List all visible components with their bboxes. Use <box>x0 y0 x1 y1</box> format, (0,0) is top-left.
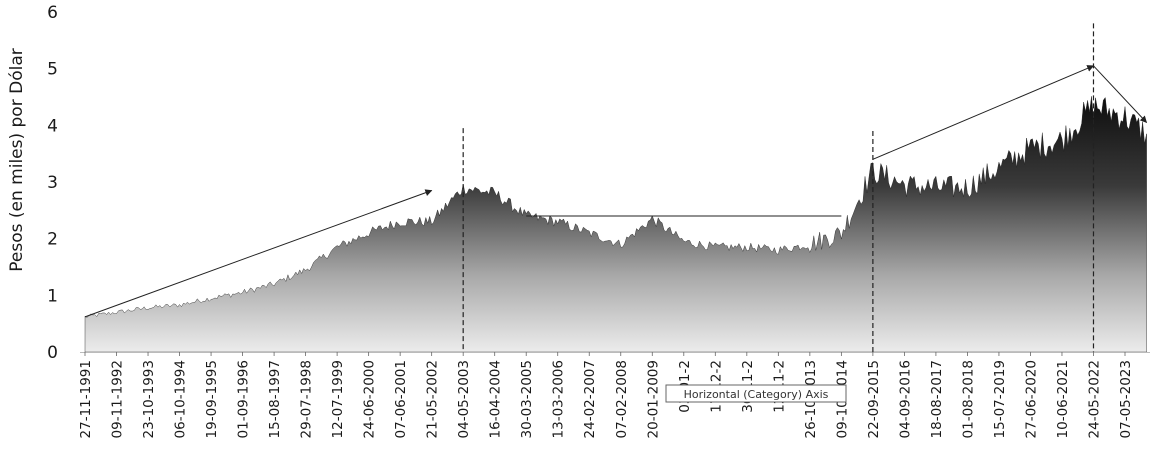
x-tick-label: 07-05-2023 <box>1118 360 1134 438</box>
x-tick-label: 24-05-2022 <box>1086 360 1102 438</box>
x-tick-label: 10-06-2021 <box>1055 360 1071 438</box>
x-tick-label: 13-03-2006 <box>551 360 567 438</box>
x-tick-label: 12-07-1999 <box>330 360 346 438</box>
axis-tooltip-box <box>665 384 847 403</box>
x-tick-label: 01-09-1996 <box>236 360 252 438</box>
x-tick-label: 27-11-1991 <box>78 360 94 438</box>
y-tick-label: 2 <box>47 230 58 250</box>
y-tick-label: 0 <box>47 343 58 363</box>
x-tick-label: 20-01-2009 <box>645 360 661 438</box>
y-tick-label: 3 <box>47 173 58 193</box>
y-tick-label: 1 <box>47 286 58 306</box>
x-tick-label: 09-11-1992 <box>110 360 126 438</box>
annotations <box>84 23 1148 352</box>
x-tick-label: 16-04-2004 <box>488 360 504 438</box>
x-tick-label: 06-10-1994 <box>173 360 189 438</box>
x-tick-label: 07-06-2001 <box>393 360 409 438</box>
x-tick-label: 21-05-2002 <box>425 360 441 438</box>
plot-area <box>80 96 1150 353</box>
x-tick-label: 01-08-2018 <box>960 360 976 438</box>
x-tick-label: 30-03-2005 <box>519 360 535 438</box>
y-tick-label: 4 <box>47 116 58 136</box>
y-axis-ticks: 0 1 2 3 4 5 6 <box>47 3 58 363</box>
trend-arrow <box>872 65 1095 160</box>
y-axis-label: Pesos (en miles) por Dólar <box>7 48 27 271</box>
x-axis-ticks: 27-11-1991 09-11-1992 23-10-1993 06-10-1994… <box>78 352 1134 438</box>
x-tick-label: 04-05-2003 <box>456 360 472 438</box>
x-tick-label: 15-08-1997 <box>267 360 283 438</box>
axis-tooltip: Horizontal (Category) Axis <box>665 384 847 403</box>
axis-tooltip-text: Horizontal (Category) Axis <box>684 388 829 401</box>
x-tick-label: 24-06-2000 <box>362 360 378 438</box>
x-tick-label: 19-09-1995 <box>204 360 220 438</box>
x-tick-label: 04-09-2016 <box>897 360 913 438</box>
x-tick-label: 07-02-2008 <box>614 360 630 438</box>
x-tick-label: 22-09-2015 <box>866 360 882 438</box>
trend-arrow <box>1093 65 1148 124</box>
exchange-rate-area <box>84 96 1147 353</box>
y-tick-label: 5 <box>47 60 58 80</box>
x-tick-label: 23-10-1993 <box>141 360 157 438</box>
trend-arrow <box>84 189 433 318</box>
x-tick-label: 15-07-2019 <box>992 360 1008 438</box>
x-tick-label: 27-06-2020 <box>1023 360 1039 438</box>
y-tick-label: 6 <box>47 3 58 23</box>
x-tick-label: 29-07-1998 <box>299 360 315 438</box>
x-tick-label: 24-02-2007 <box>582 360 598 438</box>
x-tick-label: 18-08-2017 <box>929 360 945 438</box>
